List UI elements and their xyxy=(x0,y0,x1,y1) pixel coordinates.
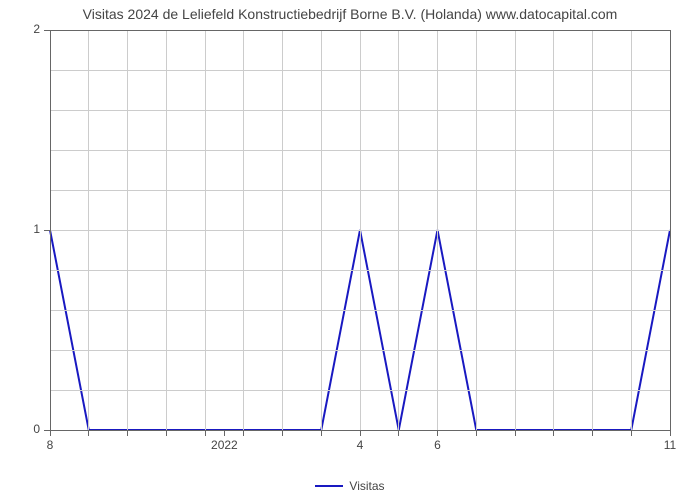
x-tick xyxy=(515,430,516,436)
grid-line-v xyxy=(166,30,167,430)
x-tick xyxy=(88,430,89,436)
x-tick-label: 8 xyxy=(30,438,70,452)
x-tick-label: 11 xyxy=(650,438,690,452)
axis-line-top xyxy=(50,30,670,31)
x-tick xyxy=(592,430,593,436)
chart-container: Visitas 2024 de Leliefeld Konstructiebed… xyxy=(0,0,700,500)
y-tick xyxy=(44,230,50,231)
grid-line-v xyxy=(127,30,128,430)
y-tick xyxy=(44,30,50,31)
x-tick xyxy=(166,430,167,436)
grid-line-v xyxy=(282,30,283,430)
y-tick-label: 2 xyxy=(33,22,40,36)
x-tick xyxy=(631,430,632,436)
legend: Visitas xyxy=(0,478,700,493)
grid-line-v xyxy=(243,30,244,430)
grid-line-v xyxy=(321,30,322,430)
x-tick xyxy=(282,430,283,436)
grid-line-v xyxy=(631,30,632,430)
grid-line-v xyxy=(205,30,206,430)
x-tick xyxy=(398,430,399,436)
x-tick xyxy=(127,430,128,436)
axis-line-right xyxy=(670,30,671,430)
x-tick-label: 2022 xyxy=(204,438,244,452)
grid-line-v xyxy=(592,30,593,430)
legend-swatch xyxy=(315,485,343,487)
x-tick xyxy=(476,430,477,436)
grid-line-v xyxy=(476,30,477,430)
x-tick xyxy=(243,430,244,436)
grid-line-v xyxy=(398,30,399,430)
x-tick xyxy=(224,430,225,436)
y-tick-label: 0 xyxy=(33,422,40,436)
grid-line-v xyxy=(88,30,89,430)
x-tick xyxy=(670,430,671,436)
line-series-layer xyxy=(0,0,700,500)
x-tick xyxy=(321,430,322,436)
y-tick-label: 1 xyxy=(33,222,40,236)
legend-label: Visitas xyxy=(349,479,384,493)
x-tick xyxy=(437,430,438,436)
x-tick xyxy=(360,430,361,436)
x-tick xyxy=(50,430,51,436)
grid-line-v xyxy=(437,30,438,430)
x-tick-label: 6 xyxy=(418,438,458,452)
x-tick-label: 4 xyxy=(340,438,380,452)
x-tick xyxy=(205,430,206,436)
x-tick xyxy=(553,430,554,436)
grid-line-v xyxy=(553,30,554,430)
grid-line-v xyxy=(360,30,361,430)
grid-line-v xyxy=(515,30,516,430)
